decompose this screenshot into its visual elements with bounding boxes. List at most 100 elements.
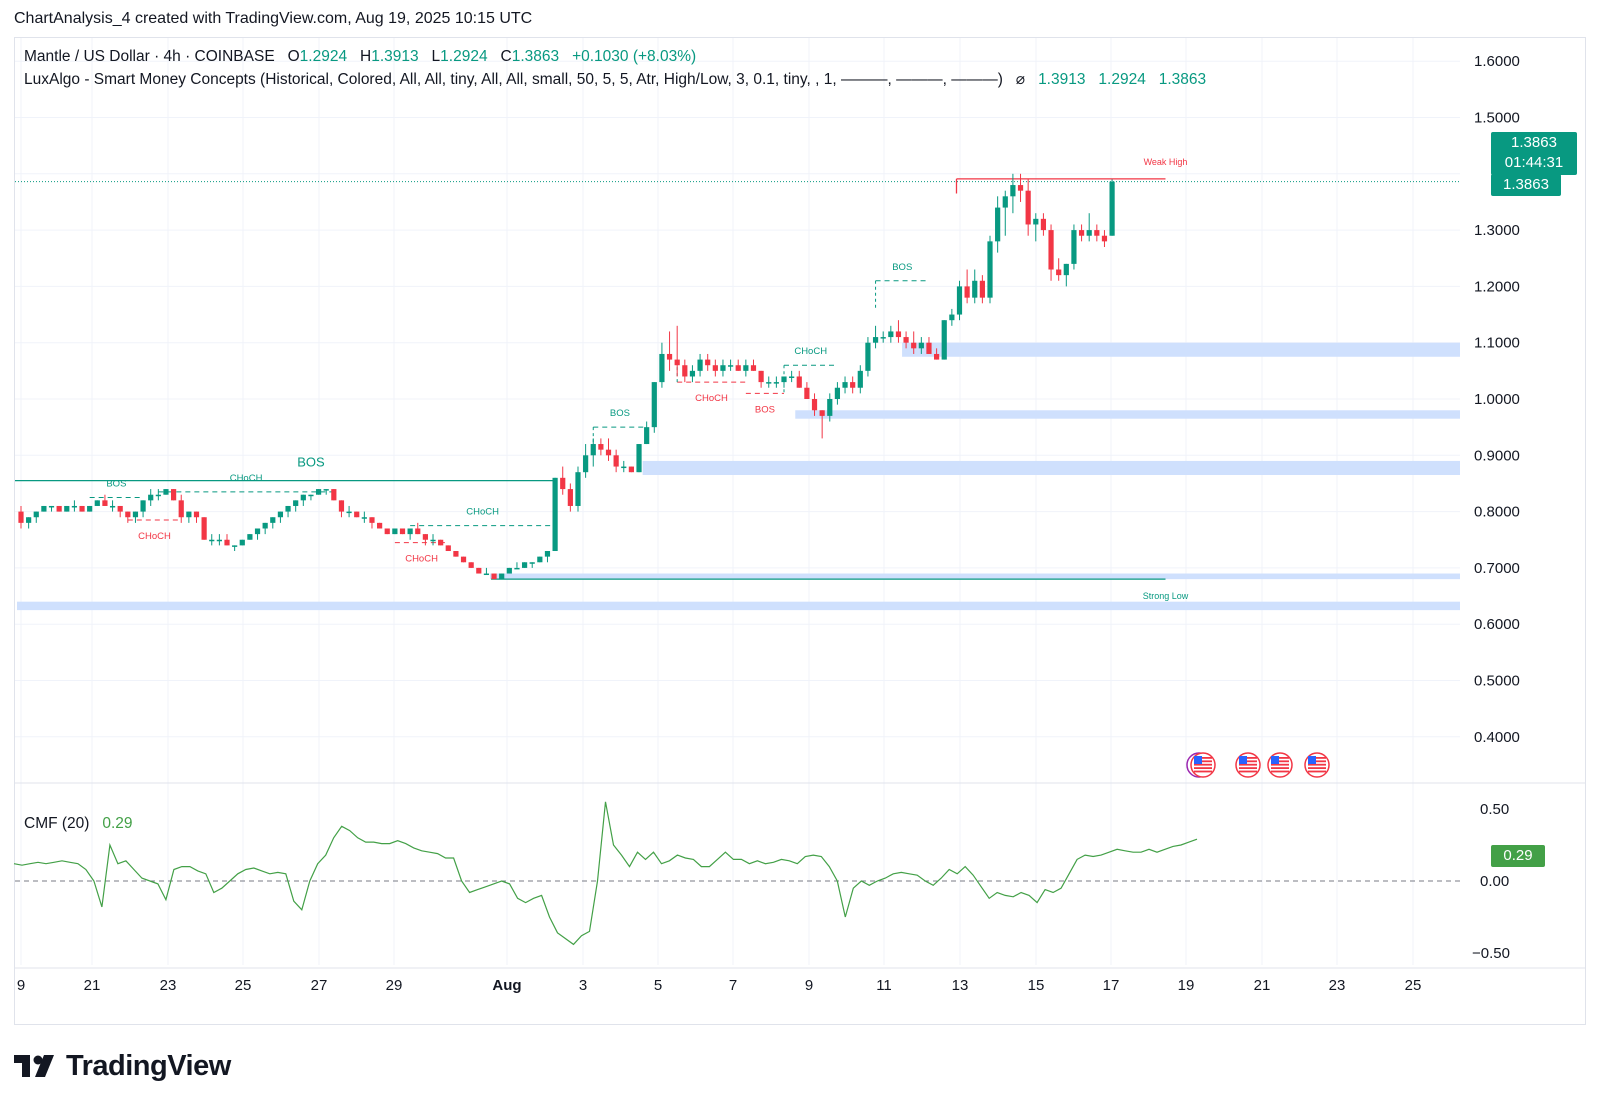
candle-body	[79, 505, 85, 512]
candle-body	[377, 522, 383, 529]
candle-body	[392, 528, 398, 535]
candle-body	[163, 489, 169, 495]
candle	[384, 528, 390, 535]
candle-body	[1071, 230, 1077, 264]
candle-body	[544, 551, 551, 557]
candle-body	[209, 539, 215, 542]
candle-body	[354, 511, 360, 518]
us-flag-icon[interactable]	[1304, 752, 1330, 778]
candle	[575, 466, 581, 512]
candle-body	[659, 353, 665, 383]
candle-body	[888, 331, 894, 338]
candle-body	[491, 573, 497, 580]
candle	[727, 359, 734, 371]
candle-body	[262, 522, 268, 529]
candle-body	[956, 286, 963, 315]
candle	[109, 500, 116, 512]
candle-body	[1101, 235, 1108, 242]
candle-body	[834, 387, 841, 399]
candle-body	[560, 477, 566, 490]
time-tick-label: 23	[1329, 977, 1346, 994]
open-value: 1.2924	[299, 48, 348, 65]
candle	[140, 500, 146, 518]
candle	[308, 494, 314, 501]
candle-body	[521, 562, 528, 568]
price-countdown-tag: 1.3863 01:44:31	[1491, 132, 1577, 175]
time-tick-label: 25	[1405, 977, 1422, 994]
candle-body	[743, 365, 749, 371]
candle-body	[857, 370, 863, 388]
us-flag-icon[interactable]	[1235, 752, 1261, 778]
candle-body	[18, 511, 24, 523]
candle	[605, 438, 612, 461]
structure-label: CHoCH	[405, 554, 438, 565]
candle	[64, 505, 70, 512]
candle	[720, 359, 726, 377]
candle-body	[827, 399, 833, 416]
candle	[1071, 224, 1077, 270]
candle-body	[499, 573, 505, 580]
candle-body	[903, 337, 909, 343]
candle	[857, 365, 863, 394]
candle-body	[1078, 230, 1085, 236]
candle-body	[109, 505, 116, 508]
candle	[369, 517, 375, 529]
cmf-legend[interactable]: CMF (20) 0.29	[24, 815, 133, 833]
candle	[499, 573, 505, 580]
candle-body	[1025, 190, 1031, 225]
candle	[438, 539, 444, 546]
cmf-line	[13, 801, 1198, 946]
candle	[865, 337, 871, 377]
eye-slash-icon[interactable]: ⌀	[1015, 71, 1026, 88]
cmf-tick-label: 0.00	[1480, 873, 1509, 890]
candle-body	[1094, 230, 1100, 236]
us-flag-icon[interactable]	[1267, 752, 1293, 778]
candle	[995, 196, 1001, 253]
cmf-label: CMF (20)	[24, 815, 90, 832]
indicator-legend[interactable]: LuxAlgo - Smart Money Concepts (Historic…	[24, 70, 1206, 89]
candle-body	[987, 241, 993, 298]
time-tick-label: 21	[1254, 977, 1271, 994]
candle	[422, 534, 428, 546]
level-label: Weak High	[1144, 157, 1188, 167]
candle-body	[758, 370, 764, 383]
candle-body	[331, 489, 337, 501]
candle-body	[972, 280, 978, 298]
price-tick-label: 0.4000	[1474, 729, 1520, 746]
candle-body	[277, 511, 284, 518]
candle-body	[995, 207, 1001, 242]
candle	[186, 511, 192, 523]
candle	[71, 500, 78, 512]
structure-label: BOS	[610, 408, 630, 419]
candle-body	[804, 387, 810, 399]
candle	[590, 438, 596, 467]
candle	[193, 511, 200, 523]
us-flag-icon[interactable]	[1186, 752, 1216, 778]
tradingview-logo[interactable]: TradingView	[14, 1048, 231, 1084]
indicator-value-1: 1.3913	[1038, 71, 1086, 88]
candle-body	[155, 494, 161, 497]
high-label: H	[360, 48, 372, 65]
price-tick-label: 0.5000	[1474, 673, 1520, 690]
candle-body	[193, 511, 200, 518]
candle	[537, 556, 543, 563]
candle-body	[102, 500, 108, 506]
candle	[651, 382, 657, 433]
candle	[697, 353, 703, 377]
candle-body	[872, 337, 879, 343]
cmf-tick-label: −0.50	[1472, 945, 1510, 962]
candle	[705, 353, 711, 371]
symbol-legend[interactable]: Mantle / US Dollar · 4h · COINBASE O1.29…	[24, 48, 696, 66]
candle-body	[1002, 196, 1008, 208]
candle	[300, 494, 306, 506]
indicator-value-3: 1.3863	[1158, 71, 1207, 88]
candle-body	[613, 455, 619, 467]
candle	[819, 410, 825, 439]
candle-body	[87, 505, 93, 512]
candle-body	[254, 528, 261, 535]
candle	[689, 365, 696, 383]
candle-body	[575, 472, 581, 506]
candle	[216, 534, 222, 546]
candle	[285, 505, 291, 518]
